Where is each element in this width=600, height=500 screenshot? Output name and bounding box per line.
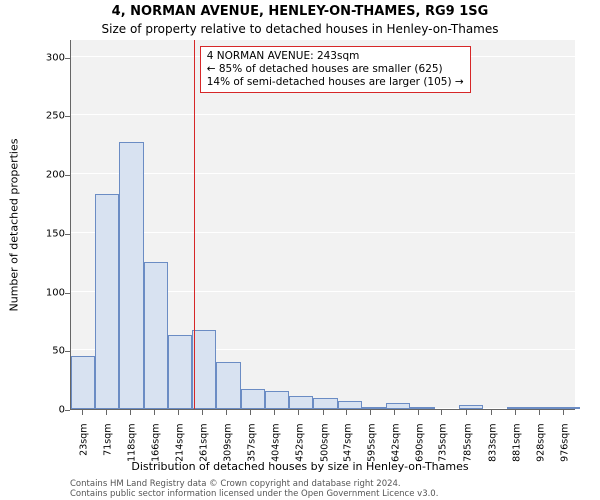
x-tick-mark bbox=[226, 410, 227, 415]
y-tick-mark bbox=[65, 234, 70, 235]
x-tick-mark bbox=[466, 410, 467, 415]
histogram-bar bbox=[119, 142, 143, 409]
x-tick-mark bbox=[298, 410, 299, 415]
histogram-bar bbox=[338, 401, 362, 409]
y-tick-label: 250 bbox=[35, 111, 65, 122]
annotation-line-1: 4 NORMAN AVENUE: 243sqm bbox=[207, 50, 464, 63]
y-tick-mark bbox=[65, 293, 70, 294]
x-tick-mark bbox=[539, 410, 540, 415]
attribution-line-2: Contains public sector information licen… bbox=[70, 490, 438, 500]
annotation-line-3: 14% of semi-detached houses are larger (… bbox=[207, 76, 464, 89]
y-tick-label: 0 bbox=[35, 405, 65, 416]
y-tick-label: 300 bbox=[35, 52, 65, 63]
y-tick-mark bbox=[65, 351, 70, 352]
x-tick-mark bbox=[394, 410, 395, 415]
y-tick-label: 100 bbox=[35, 287, 65, 298]
x-tick-mark bbox=[106, 410, 107, 415]
x-tick-mark bbox=[323, 410, 324, 415]
chart-subtitle: Size of property relative to detached ho… bbox=[0, 22, 600, 36]
histogram-bar bbox=[265, 391, 289, 409]
x-tick-mark bbox=[202, 410, 203, 415]
histogram-bars bbox=[71, 40, 575, 409]
x-tick-mark bbox=[515, 410, 516, 415]
histogram-bar bbox=[410, 407, 434, 409]
x-tick-mark bbox=[250, 410, 251, 415]
histogram-bar bbox=[459, 405, 483, 409]
x-tick-mark bbox=[418, 410, 419, 415]
histogram-bar bbox=[71, 356, 95, 409]
y-tick-label: 150 bbox=[35, 228, 65, 239]
x-tick-mark bbox=[370, 410, 371, 415]
chart-title: 4, NORMAN AVENUE, HENLEY-ON-THAMES, RG9 … bbox=[0, 4, 600, 19]
histogram-bar bbox=[241, 389, 265, 409]
x-tick-mark bbox=[441, 410, 442, 415]
chart-container: 4, NORMAN AVENUE, HENLEY-ON-THAMES, RG9 … bbox=[0, 0, 600, 500]
histogram-bar bbox=[95, 194, 119, 409]
attribution: Contains HM Land Registry data © Crown c… bbox=[70, 480, 438, 500]
histogram-bar bbox=[507, 407, 531, 409]
histogram-bar bbox=[532, 407, 556, 409]
y-axis-label: Number of detached properties bbox=[8, 139, 21, 312]
x-tick-mark bbox=[491, 410, 492, 415]
x-tick-mark bbox=[154, 410, 155, 415]
marker-line bbox=[194, 40, 195, 409]
histogram-bar bbox=[313, 398, 337, 409]
annotation-box: 4 NORMAN AVENUE: 243sqm ← 85% of detache… bbox=[200, 46, 471, 93]
x-tick-mark bbox=[130, 410, 131, 415]
annotation-line-2: ← 85% of detached houses are smaller (62… bbox=[207, 63, 464, 76]
histogram-bar bbox=[289, 396, 313, 409]
y-tick-label: 200 bbox=[35, 170, 65, 181]
x-tick-mark bbox=[82, 410, 83, 415]
histogram-bar bbox=[168, 335, 192, 409]
histogram-bar bbox=[556, 407, 580, 409]
y-tick-mark bbox=[65, 410, 70, 411]
histogram-bar bbox=[386, 403, 410, 409]
y-tick-mark bbox=[65, 116, 70, 117]
histogram-bar bbox=[362, 407, 386, 409]
plot-area: 4 NORMAN AVENUE: 243sqm ← 85% of detache… bbox=[70, 40, 575, 410]
histogram-bar bbox=[192, 330, 216, 409]
x-tick-mark bbox=[346, 410, 347, 415]
x-axis-label: Distribution of detached houses by size … bbox=[0, 460, 600, 473]
x-tick-mark bbox=[563, 410, 564, 415]
y-tick-label: 50 bbox=[35, 346, 65, 357]
histogram-bar bbox=[144, 262, 168, 409]
y-tick-mark bbox=[65, 58, 70, 59]
histogram-bar bbox=[216, 362, 240, 409]
y-tick-mark bbox=[65, 175, 70, 176]
x-tick-mark bbox=[274, 410, 275, 415]
x-tick-mark bbox=[178, 410, 179, 415]
